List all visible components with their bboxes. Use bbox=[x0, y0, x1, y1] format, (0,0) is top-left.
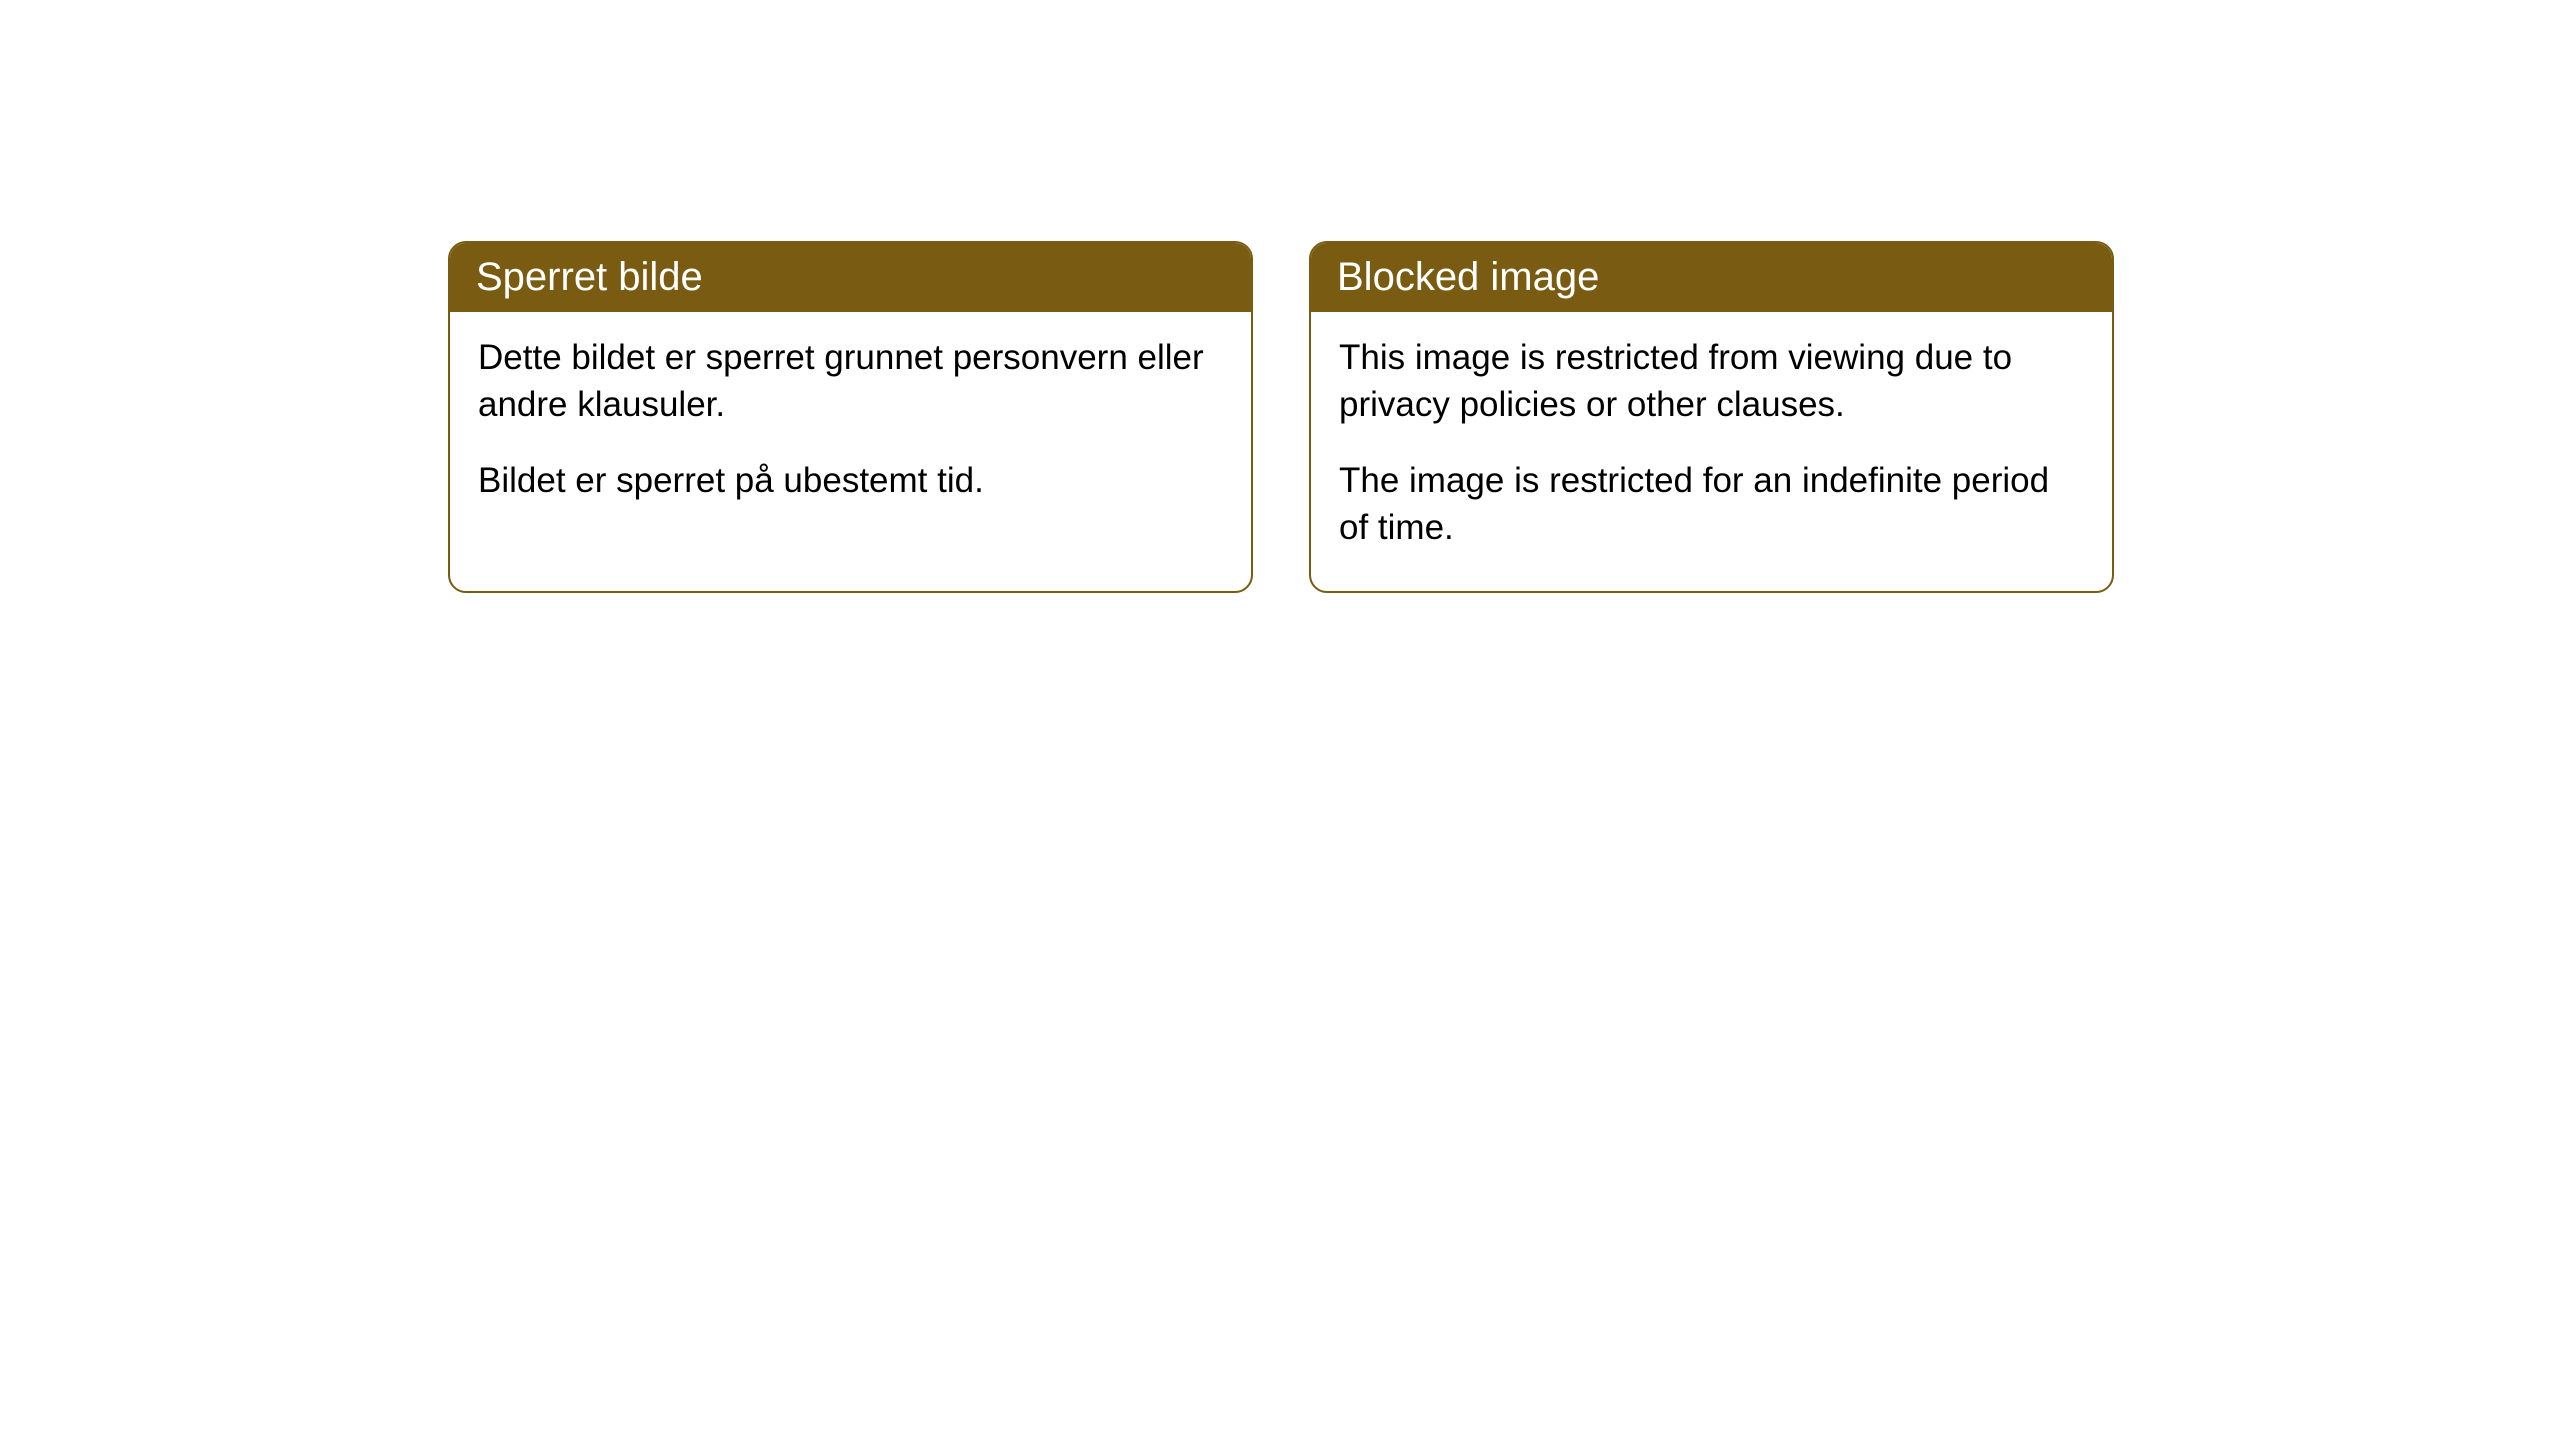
notice-paragraph-2: The image is restricted for an indefinit… bbox=[1339, 457, 2084, 552]
notice-paragraph-2: Bildet er sperret på ubestemt tid. bbox=[478, 457, 1223, 504]
notice-paragraph-1: This image is restricted from viewing du… bbox=[1339, 334, 2084, 429]
card-body-english: This image is restricted from viewing du… bbox=[1311, 312, 2112, 591]
notice-card-english: Blocked image This image is restricted f… bbox=[1309, 241, 2114, 593]
notice-paragraph-1: Dette bildet er sperret grunnet personve… bbox=[478, 334, 1223, 429]
notice-card-norwegian: Sperret bilde Dette bildet er sperret gr… bbox=[448, 241, 1253, 593]
card-header-english: Blocked image bbox=[1311, 243, 2112, 312]
card-body-norwegian: Dette bildet er sperret grunnet personve… bbox=[450, 312, 1251, 544]
card-header-norwegian: Sperret bilde bbox=[450, 243, 1251, 312]
notice-cards-container: Sperret bilde Dette bildet er sperret gr… bbox=[448, 241, 2114, 593]
